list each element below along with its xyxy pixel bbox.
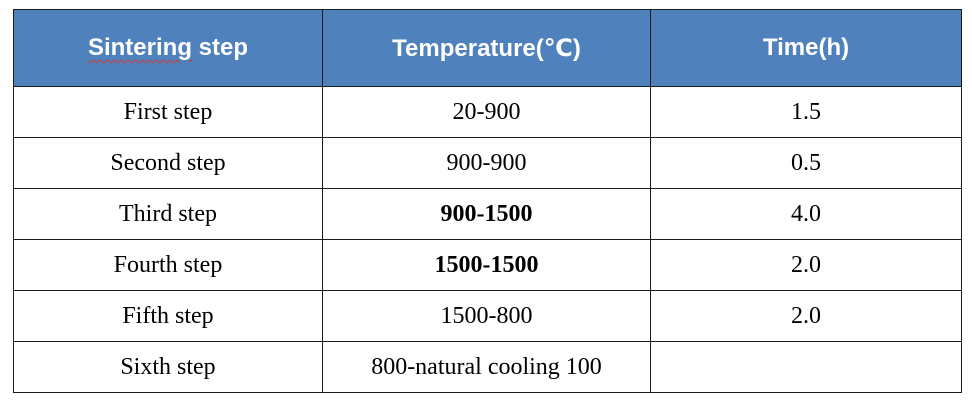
cell-step: Fifth step (13, 290, 323, 342)
cell-time (650, 341, 962, 393)
table-row: First step 20-900 1.5 (13, 86, 962, 138)
header-step-word: step (198, 34, 249, 61)
cell-time: 2.0 (650, 290, 962, 342)
table-row: Second step 900-900 0.5 (13, 137, 962, 189)
cell-step: Second step (13, 137, 323, 189)
cell-time: 1.5 (650, 86, 962, 138)
cell-time: 4.0 (650, 188, 962, 240)
header-time: Time(h) (650, 9, 962, 87)
header-row: Sintering step Temperature(℃) Time(h) (13, 9, 962, 87)
cell-time: 2.0 (650, 239, 962, 291)
sintering-table: Sintering step Temperature(℃) Time(h) Fi… (13, 9, 962, 393)
cell-temperature: 20-900 (322, 86, 651, 138)
cell-step: First step (13, 86, 323, 138)
cell-step: Sixth step (13, 341, 323, 393)
cell-time: 0.5 (650, 137, 962, 189)
cell-temperature: 1500-800 (322, 290, 651, 342)
table-row: Fifth step 1500-800 2.0 (13, 290, 962, 342)
cell-temperature: 800-natural cooling 100 (322, 341, 651, 393)
table-row: Fourth step 1500-1500 2.0 (13, 239, 962, 291)
table-row: Third step 900-1500 4.0 (13, 188, 962, 240)
cell-temperature: 900-900 (322, 137, 651, 189)
table-row: Sixth step 800-natural cooling 100 (13, 341, 962, 393)
cell-temperature: 900-1500 (322, 188, 651, 240)
header-sintering-step: Sintering step (13, 9, 323, 87)
header-sintering-word: Sintering (87, 34, 192, 61)
header-temperature: Temperature(℃) (322, 9, 651, 87)
cell-step: Fourth step (13, 239, 323, 291)
cell-temperature: 1500-1500 (322, 239, 651, 291)
cell-step: Third step (13, 188, 323, 240)
